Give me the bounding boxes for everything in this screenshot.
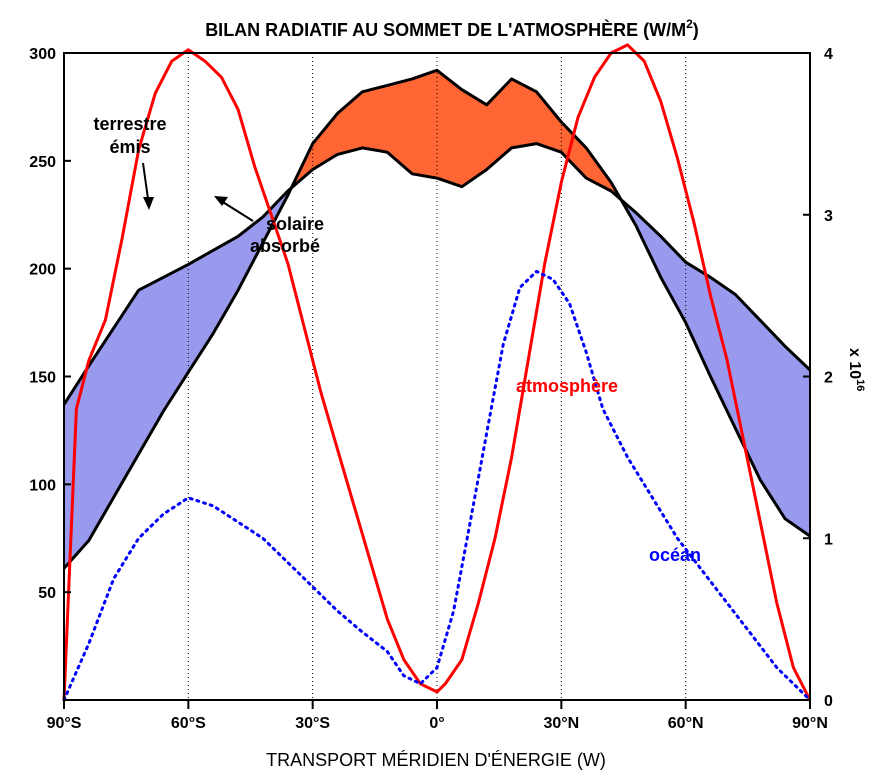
left-y-tick-label: 100 <box>29 477 56 494</box>
left-y-tick-label: 300 <box>29 46 56 63</box>
deficit-fill <box>64 189 290 569</box>
x-tick-label: 30°N <box>543 715 579 732</box>
left-y-tick-label: 200 <box>29 262 56 279</box>
chart-title-superscript: 2 <box>686 17 693 31</box>
arrowhead-terrestre <box>143 197 154 210</box>
x-axis-label: TRANSPORT MÉRIDIEN D'ÉNERGIE (W) <box>266 750 606 770</box>
label-emis: émis <box>109 137 150 157</box>
series-line-océan <box>62 269 812 702</box>
label-terrestre: terrestre <box>93 114 166 134</box>
chart-title: BILAN RADIATIF AU SOMMET DE L'ATMOSPHÈRE… <box>205 17 699 40</box>
x-tick-label: 0° <box>429 715 444 732</box>
series-line-terrestre-émis <box>62 142 812 406</box>
x-tick-label: 60°S <box>171 715 206 732</box>
tick-layer: 300 250 200 150 100 50 0 1 2 3 4 90°S 60°S 30°S 0° 30°N… <box>29 46 833 732</box>
x-tick-label: 30°S <box>295 715 330 732</box>
right-y-tick-label: 4 <box>824 46 833 63</box>
label-solaire: solaire <box>266 214 324 234</box>
label-atmosphere: atmosphère <box>516 376 618 396</box>
chart-title-close: ) <box>693 20 699 40</box>
surplus-fill <box>291 70 620 199</box>
right-y-tick-label: 3 <box>824 208 833 225</box>
multiplier-base: x 10 <box>846 348 863 379</box>
multiplier-exponent: 16 <box>854 379 866 391</box>
x-tick-label: 90°N <box>792 715 828 732</box>
chart-title-text: BILAN RADIATIF AU SOMMET DE L'ATMOSPHÈRE… <box>205 19 686 40</box>
right-y-tick-label: 2 <box>824 370 833 387</box>
right-y-tick-label: 1 <box>824 531 833 548</box>
right-y-tick-label: 0 <box>824 693 833 710</box>
left-y-tick-label: 250 <box>29 154 56 171</box>
x-tick-label: 90°S <box>47 715 82 732</box>
x-tick-label: 60°N <box>668 715 704 732</box>
fill-layer <box>64 70 810 569</box>
label-absorbe: absorbé <box>250 236 320 256</box>
arrowhead-solaire <box>214 196 228 206</box>
right-axis-multiplier: x 1016 <box>846 348 866 391</box>
deficit-fill <box>621 200 810 537</box>
label-ocean: océan <box>649 545 701 565</box>
series-line-solaire-absorbé <box>62 68 811 570</box>
left-y-tick-label: 150 <box>29 370 56 387</box>
left-y-tick-label: 50 <box>38 585 56 602</box>
